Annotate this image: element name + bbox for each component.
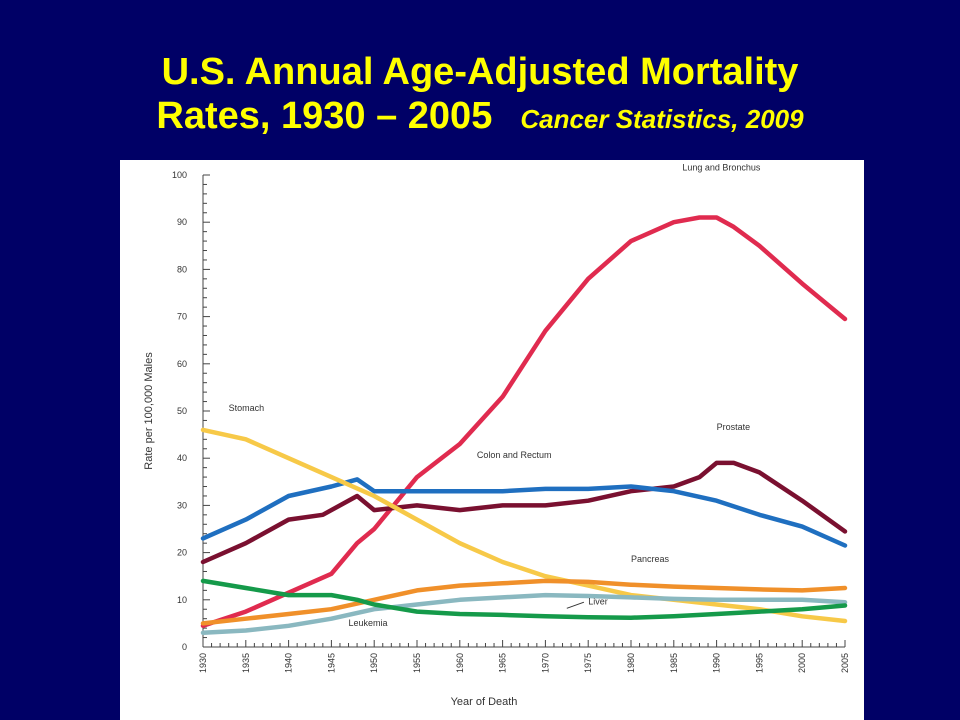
x-tick-label: 1995 <box>754 653 764 673</box>
y-tick-label: 30 <box>177 500 187 510</box>
x-tick-label: 1950 <box>369 653 379 673</box>
series-line-prostate <box>200 460 848 565</box>
annotation-colon-and-rectum: Colon and Rectum <box>477 450 552 460</box>
y-tick-label: 60 <box>177 359 187 369</box>
series-line-lung-and-bronchus <box>200 215 848 629</box>
slide-title: U.S. Annual Age-Adjusted Mortality Rates… <box>0 50 960 141</box>
annotation-group: Lung and Bronchus Stomach Prostate Colon an… <box>229 162 761 627</box>
y-tick-label: 100 <box>172 170 187 180</box>
x-tick-label: 2000 <box>797 653 807 673</box>
y-tick-label: 20 <box>177 548 187 558</box>
x-tick-label: 1970 <box>540 653 550 673</box>
y-tick-label: 40 <box>177 453 187 463</box>
series-line-liver <box>200 592 848 636</box>
x-tick-label: 1945 <box>326 653 336 673</box>
y-tick-label: 70 <box>177 312 187 322</box>
series-group <box>200 215 848 636</box>
axes: 0 10 20 30 40 50 60 70 80 90 100 1930 1935 1940 1945 19… <box>143 170 850 708</box>
x-tick-label: 1930 <box>198 653 208 673</box>
title-line-1: U.S. Annual Age-Adjusted Mortality <box>161 51 799 93</box>
x-tick-label: 2005 <box>840 653 850 673</box>
x-tick-label: 1975 <box>583 653 593 673</box>
mortality-line-chart: 0 10 20 30 40 50 60 70 80 90 100 1930 1935 1940 1945 19… <box>143 162 850 708</box>
y-tick-label: 0 <box>182 642 187 652</box>
x-axis-label: Year of Death <box>451 696 518 708</box>
subtitle: Cancer Statistics, 2009 <box>520 104 804 134</box>
annotation-prostate: Prostate <box>717 422 751 432</box>
x-tick-label: 1965 <box>498 653 508 673</box>
y-tick-label: 80 <box>177 264 187 274</box>
y-tick-label: 90 <box>177 217 187 227</box>
annotation-leukemia: Leukemia <box>349 618 388 628</box>
series-line-colon-and-rectum <box>200 477 848 548</box>
title-line-2: Rates, 1930 – 2005 Cancer Statistics, 200… <box>0 94 960 141</box>
annotation-stomach: Stomach <box>229 403 265 413</box>
y-tick-label: 10 <box>177 595 187 605</box>
x-tick-label: 1940 <box>284 653 294 673</box>
title-line-2-text: Rates, 1930 – 2005 <box>156 95 493 137</box>
x-tick-label: 1935 <box>241 653 251 673</box>
series-line-pancreas <box>200 578 848 626</box>
annotation-liver: Liver <box>588 597 608 607</box>
liver-leader-line <box>566 601 585 609</box>
x-tick-label: 1990 <box>712 653 722 673</box>
x-tick-label: 1960 <box>455 653 465 673</box>
chart-panel: 0 10 20 30 40 50 60 70 80 90 100 1930 1935 1940 1945 19… <box>120 160 864 720</box>
x-tick-label: 1985 <box>669 653 679 673</box>
y-tick-label: 50 <box>177 406 187 416</box>
annotation-pancreas: Pancreas <box>631 554 670 564</box>
series-line-leukemia <box>200 578 848 620</box>
annotation-lung-and-bronchus: Lung and Bronchus <box>682 162 761 172</box>
series-line-stomach <box>200 427 848 624</box>
y-axis-label: Rate per 100,000 Males <box>143 352 155 470</box>
x-tick-label: 1955 <box>412 653 422 673</box>
x-tick-label: 1980 <box>626 653 636 673</box>
